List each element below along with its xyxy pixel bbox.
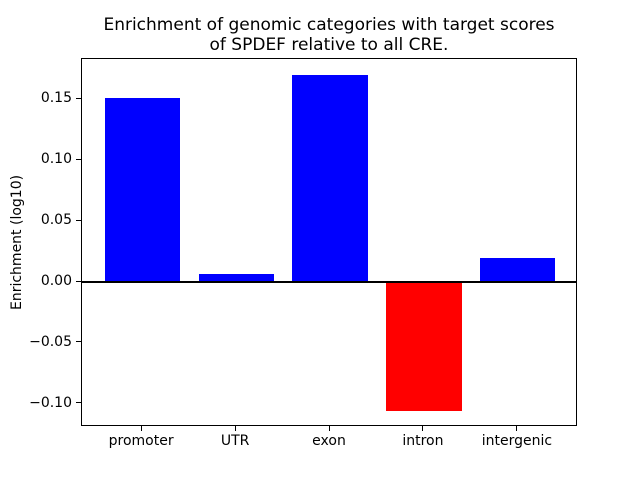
zero-baseline (82, 281, 576, 283)
x-tick-mark (328, 426, 330, 431)
x-tick-mark (234, 426, 236, 431)
bar-promoter (104, 98, 180, 282)
x-tick-mark (422, 426, 424, 431)
y-tick-label: 0.05 (40, 212, 72, 229)
x-tick-mark (140, 426, 142, 431)
y-axis-label: Enrichment (log10) (9, 174, 25, 310)
x-tick-label-intergenic: intergenic (481, 433, 553, 449)
bar-exon (292, 74, 368, 282)
x-tick-label-exon: exon (312, 433, 346, 449)
y-tick-label: −0.05 (29, 333, 72, 350)
y-tick-label: 0.00 (40, 273, 72, 289)
bar-intron (386, 282, 462, 412)
y-tick-mark (76, 97, 81, 99)
y-tick-mark (76, 280, 81, 282)
x-tick-label-UTR: UTR (220, 433, 250, 449)
y-tick-mark (76, 402, 81, 404)
y-tick-label: 0.10 (40, 151, 72, 168)
y-tick-mark (76, 219, 81, 221)
bar-UTR (198, 273, 274, 282)
chart-title: Enrichment of genomic categories with ta… (103, 15, 555, 55)
x-tick-label-intron: intron (402, 433, 444, 449)
y-tick-label: −0.10 (29, 394, 72, 411)
y-tick-label: 0.15 (40, 90, 72, 107)
y-tick-mark (76, 341, 81, 343)
y-tick-mark (76, 158, 81, 160)
x-tick-label-promoter: promoter (108, 433, 174, 449)
plot-area (81, 58, 577, 426)
bar-intergenic (480, 257, 556, 282)
x-tick-mark (516, 426, 518, 431)
